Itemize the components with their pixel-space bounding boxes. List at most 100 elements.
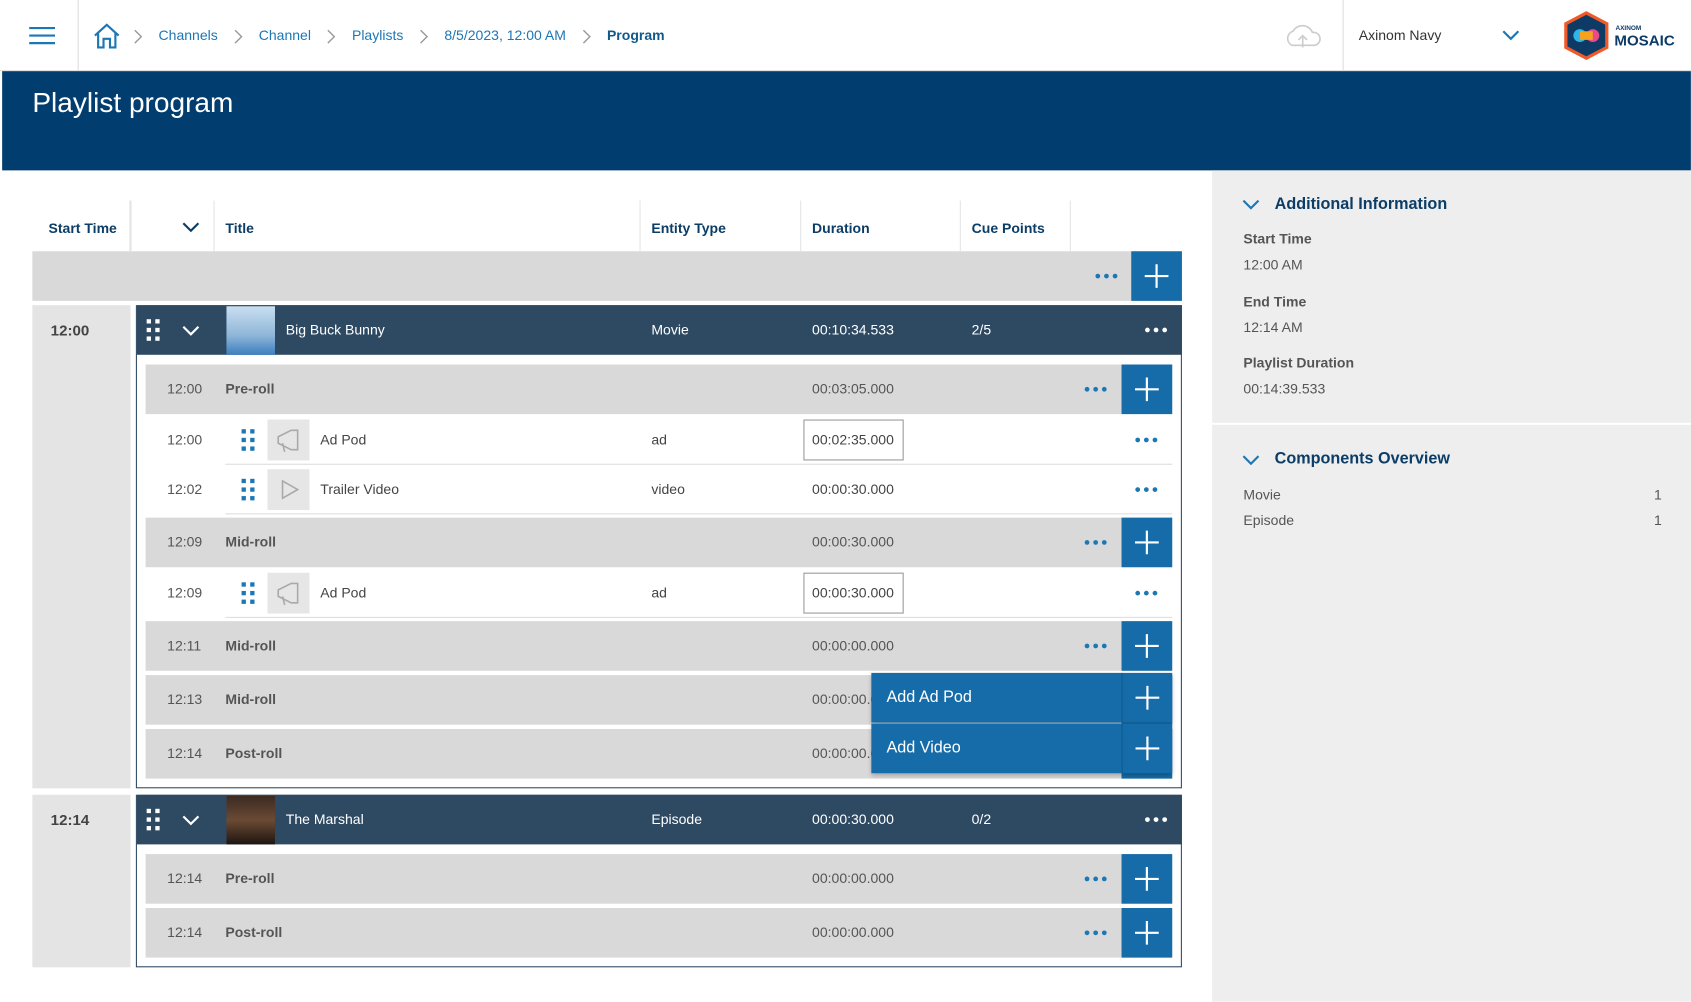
- break-duration: 00:00:30.000: [812, 533, 894, 550]
- breadcrumb-separator: [581, 29, 592, 44]
- more-button[interactable]: [1131, 483, 1161, 496]
- icon-part: [182, 815, 200, 826]
- component-name: Movie: [1243, 486, 1281, 503]
- home-button[interactable]: [93, 22, 121, 50]
- header-cell: [130, 200, 215, 252]
- drag-handle[interactable]: [239, 580, 256, 606]
- breadcrumb[interactable]: 8/5/2023, 12:00 AM: [444, 26, 566, 44]
- icon-part: [1153, 817, 1159, 822]
- duration-input[interactable]: [803, 572, 904, 614]
- icon-part: [241, 487, 246, 492]
- icon-part: [267, 572, 310, 614]
- divider: [77, 0, 79, 72]
- add-button[interactable]: [1121, 908, 1173, 958]
- more-button[interactable]: [1131, 587, 1161, 600]
- item-row: [225, 568, 1173, 618]
- more-button[interactable]: [1081, 536, 1111, 549]
- user-name[interactable]: Axinom Navy: [1358, 26, 1442, 44]
- icon-part: [1084, 540, 1090, 545]
- icon-part: [241, 496, 246, 501]
- icon-part: [250, 599, 255, 604]
- icon-part: [1145, 817, 1150, 822]
- icon-part: [155, 319, 160, 324]
- break-name: Mid-roll: [225, 637, 277, 654]
- more-button[interactable]: [1081, 872, 1111, 885]
- user-menu-chevron[interactable]: [1501, 29, 1520, 42]
- add-button[interactable]: [1121, 854, 1173, 904]
- icon-part: [1286, 24, 1321, 48]
- icon-part: [1084, 930, 1107, 936]
- icon-part: [1502, 30, 1520, 41]
- drag-handle[interactable]: [239, 427, 256, 453]
- menu-item-label[interactable]: Add Video: [886, 738, 961, 758]
- icon-part: [1135, 437, 1141, 443]
- icon-part: [281, 443, 286, 453]
- more-button[interactable]: [1081, 383, 1111, 396]
- header-cell: [641, 200, 802, 252]
- icon-part: [1152, 437, 1158, 443]
- more-button[interactable]: [1131, 434, 1161, 447]
- more-button[interactable]: [1141, 324, 1171, 337]
- icon-part: [241, 590, 246, 596]
- icon-part: [241, 478, 246, 484]
- icon-part: [1084, 876, 1090, 882]
- item-duration[interactable]: 00:02:35.000: [812, 431, 894, 448]
- breadcrumb[interactable]: Channels: [158, 26, 218, 44]
- section-toggle[interactable]: [1241, 198, 1260, 211]
- icon-part: [1135, 590, 1141, 596]
- item-type: ad: [651, 431, 667, 448]
- collapse-all[interactable]: [181, 221, 200, 234]
- icon-part: [1143, 487, 1149, 492]
- icon-part: [1135, 487, 1158, 492]
- add-button[interactable]: [1121, 621, 1173, 671]
- item-type: ad: [651, 584, 667, 601]
- breadcrumb[interactable]: Channel: [258, 26, 311, 44]
- drag-handle[interactable]: [145, 317, 162, 343]
- icon-part: [1104, 273, 1109, 279]
- icon-part: [420, 29, 429, 44]
- thumbnail: [226, 306, 275, 355]
- section-toggle[interactable]: [1241, 454, 1260, 467]
- column-header: Duration: [812, 219, 870, 237]
- icon-part: [1135, 685, 1160, 710]
- expand-toggle[interactable]: [181, 325, 200, 338]
- add-button[interactable]: [1121, 364, 1173, 415]
- icon-part: [155, 808, 160, 814]
- menu-item-icon: [1134, 685, 1160, 711]
- column-header: Start Time: [48, 219, 117, 237]
- break-duration: 00:03:05.000: [812, 380, 894, 397]
- menu-item-label[interactable]: Add Ad Pod: [886, 688, 972, 707]
- icon-part: [182, 325, 200, 336]
- item-duration[interactable]: 00:00:30.000: [812, 584, 894, 601]
- drag-handle[interactable]: [239, 477, 256, 503]
- icon-part: [1135, 437, 1158, 443]
- break-row: [145, 854, 1173, 904]
- more-button[interactable]: [1141, 813, 1171, 826]
- break-duration: 00:00:00.000: [812, 637, 894, 654]
- add-button[interactable]: [1121, 517, 1173, 568]
- add-button[interactable]: [1131, 251, 1182, 301]
- icon-part: [234, 29, 243, 44]
- icon-part: [1135, 590, 1158, 596]
- menu-item-icon: [1134, 735, 1160, 761]
- cloud-icon: [1283, 22, 1322, 50]
- icon-part: [1242, 199, 1260, 210]
- duration-input[interactable]: [803, 419, 904, 461]
- drag-handle[interactable]: [145, 807, 162, 833]
- more-button[interactable]: [1081, 926, 1111, 939]
- icon-part: [267, 469, 310, 511]
- icon-part: [146, 327, 151, 333]
- icon-part: [94, 23, 120, 49]
- item-title: Ad Pod: [320, 584, 367, 601]
- more-button[interactable]: [1081, 639, 1111, 652]
- expand-toggle[interactable]: [181, 814, 200, 827]
- breadcrumb[interactable]: Playlists: [351, 26, 404, 44]
- breadcrumb-separator: [133, 29, 144, 44]
- icon-part: [146, 808, 160, 831]
- more-button[interactable]: [1091, 270, 1121, 283]
- menu-button[interactable]: [29, 26, 55, 45]
- icon-part: [250, 429, 255, 434]
- icon-part: [155, 327, 160, 333]
